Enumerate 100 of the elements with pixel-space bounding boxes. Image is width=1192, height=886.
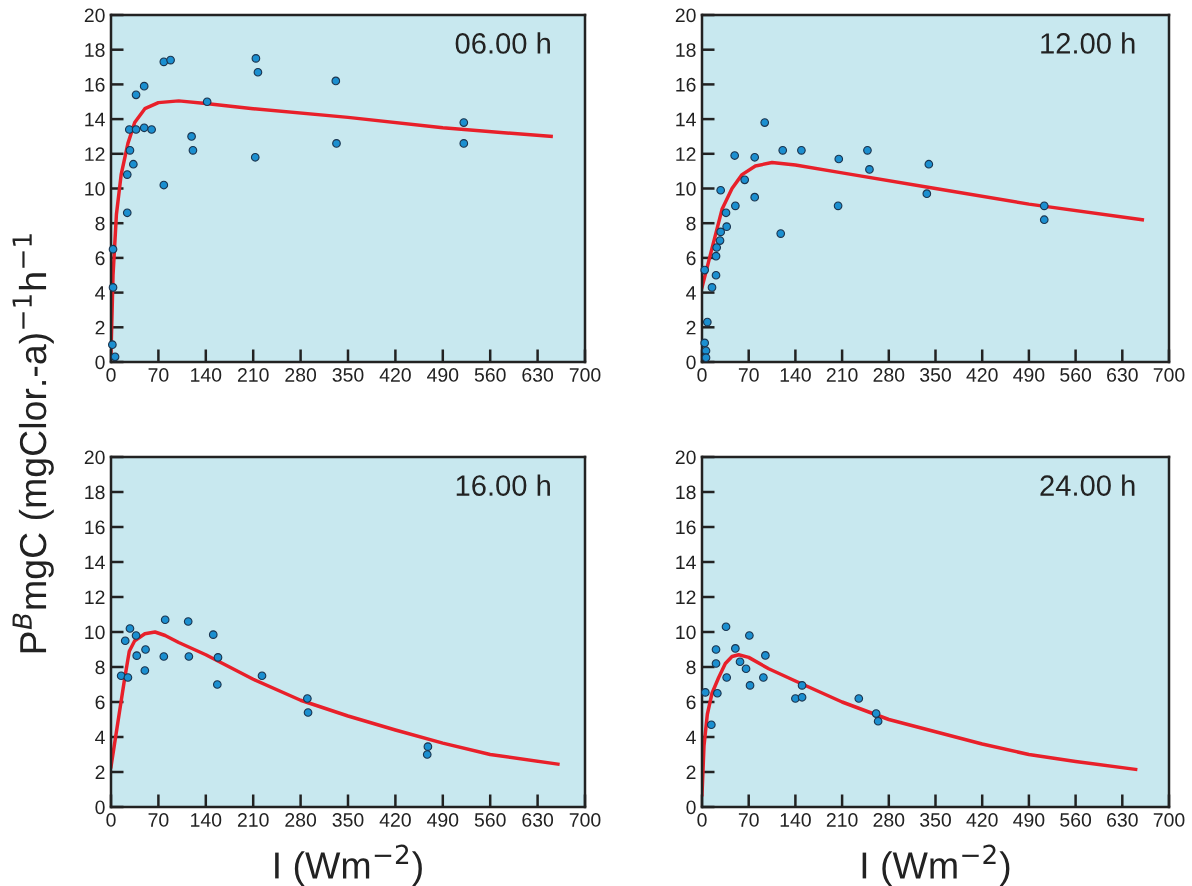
point bbox=[188, 145, 198, 155]
y-tick-label: 16 bbox=[676, 77, 696, 92]
point bbox=[250, 152, 260, 162]
y-tick-label: 12 bbox=[85, 590, 105, 605]
y-tick-label: 18 bbox=[676, 43, 696, 57]
x-tick-label: 210 bbox=[826, 368, 858, 382]
x-tick-label: 280 bbox=[285, 813, 317, 827]
y-tick-label: 0 bbox=[686, 355, 696, 370]
point bbox=[701, 353, 711, 363]
x-tick-label: 70 bbox=[738, 813, 759, 827]
y-tick-label: 16 bbox=[85, 520, 105, 535]
point bbox=[797, 145, 806, 155]
point bbox=[745, 681, 755, 690]
point bbox=[707, 283, 717, 292]
point bbox=[711, 270, 721, 280]
point bbox=[863, 145, 872, 155]
point bbox=[131, 125, 141, 134]
point bbox=[1039, 215, 1049, 225]
point bbox=[303, 694, 312, 703]
point bbox=[873, 716, 883, 726]
y-tick-label: 2 bbox=[95, 765, 105, 780]
point bbox=[711, 251, 721, 261]
point bbox=[122, 170, 132, 179]
x-tick-label: 210 bbox=[237, 813, 269, 827]
point bbox=[1039, 201, 1049, 211]
point bbox=[721, 622, 731, 632]
point bbox=[924, 159, 934, 169]
y-tick-label: 8 bbox=[95, 660, 105, 675]
point bbox=[108, 244, 118, 254]
point bbox=[760, 118, 770, 127]
line-series bbox=[702, 160, 1145, 290]
point bbox=[423, 742, 433, 751]
x-tick-label: 70 bbox=[738, 368, 759, 382]
x-tick-label: 630 bbox=[522, 368, 554, 382]
x-tick-label: 630 bbox=[1107, 813, 1138, 827]
point bbox=[108, 283, 118, 292]
point bbox=[251, 54, 261, 63]
y-tick-label: 16 bbox=[676, 520, 696, 535]
y-tick-label: 6 bbox=[686, 695, 696, 710]
y-tick-label: 2 bbox=[686, 320, 696, 335]
point bbox=[735, 657, 745, 667]
chart-title: 24.00 h bbox=[1040, 474, 1135, 496]
y-axis-title: P$^{B}$mgC (mgClor.-a)$^{−1}$h$^{−1}$ bbox=[12, 234, 54, 653]
point bbox=[833, 201, 843, 211]
y-tick-label: 16 bbox=[85, 77, 105, 92]
point bbox=[120, 636, 130, 646]
point bbox=[700, 338, 710, 348]
point bbox=[212, 680, 222, 689]
point bbox=[140, 666, 150, 675]
x-tick-label: 700 bbox=[1153, 813, 1185, 827]
x-tick-label: 210 bbox=[826, 813, 858, 827]
point bbox=[712, 688, 722, 698]
point bbox=[202, 97, 212, 107]
x-tick-label: 560 bbox=[474, 368, 506, 382]
point bbox=[332, 139, 341, 148]
y-tick-label: 4 bbox=[686, 730, 696, 745]
point bbox=[740, 175, 750, 185]
point bbox=[125, 624, 135, 633]
y-tick-label: 20 bbox=[675, 450, 696, 465]
y-tick-label: 2 bbox=[95, 320, 105, 335]
x-tick-label: 0 bbox=[106, 368, 116, 382]
point bbox=[706, 720, 716, 730]
point bbox=[700, 265, 710, 275]
y-tick-label: 2 bbox=[686, 765, 696, 780]
point bbox=[184, 652, 194, 661]
point bbox=[865, 165, 874, 174]
y-tick-label: 14 bbox=[85, 555, 105, 570]
point bbox=[128, 159, 138, 169]
point bbox=[208, 630, 218, 639]
point bbox=[716, 227, 726, 237]
point bbox=[711, 659, 721, 668]
point bbox=[834, 154, 844, 164]
x-tick-label: 210 bbox=[237, 368, 269, 382]
point bbox=[123, 673, 133, 682]
line-series bbox=[111, 630, 560, 769]
x-tick-label: 350 bbox=[920, 813, 951, 827]
point bbox=[422, 750, 432, 759]
y-tick-label: 20 bbox=[84, 8, 105, 23]
point bbox=[122, 208, 132, 218]
point bbox=[183, 617, 193, 626]
x-tick-label: 560 bbox=[1060, 368, 1092, 382]
y-tick-label: 6 bbox=[95, 251, 105, 266]
point bbox=[139, 123, 149, 133]
point bbox=[139, 81, 149, 91]
x-tick-label: 140 bbox=[191, 813, 222, 827]
point bbox=[922, 189, 932, 199]
point bbox=[159, 180, 169, 190]
x-tick-label: 490 bbox=[427, 813, 459, 827]
y-tick-label: 4 bbox=[95, 286, 105, 300]
point bbox=[132, 651, 142, 660]
y-tick-label: 12 bbox=[85, 147, 105, 161]
y-tick-label: 12 bbox=[676, 147, 696, 161]
x-tick-label: 630 bbox=[1107, 368, 1138, 382]
point bbox=[131, 90, 141, 100]
y-tick-label: 20 bbox=[84, 450, 105, 465]
point bbox=[160, 615, 170, 625]
point bbox=[331, 76, 341, 86]
x-tick-label: 630 bbox=[522, 813, 554, 827]
point bbox=[730, 201, 740, 211]
point bbox=[257, 671, 267, 681]
